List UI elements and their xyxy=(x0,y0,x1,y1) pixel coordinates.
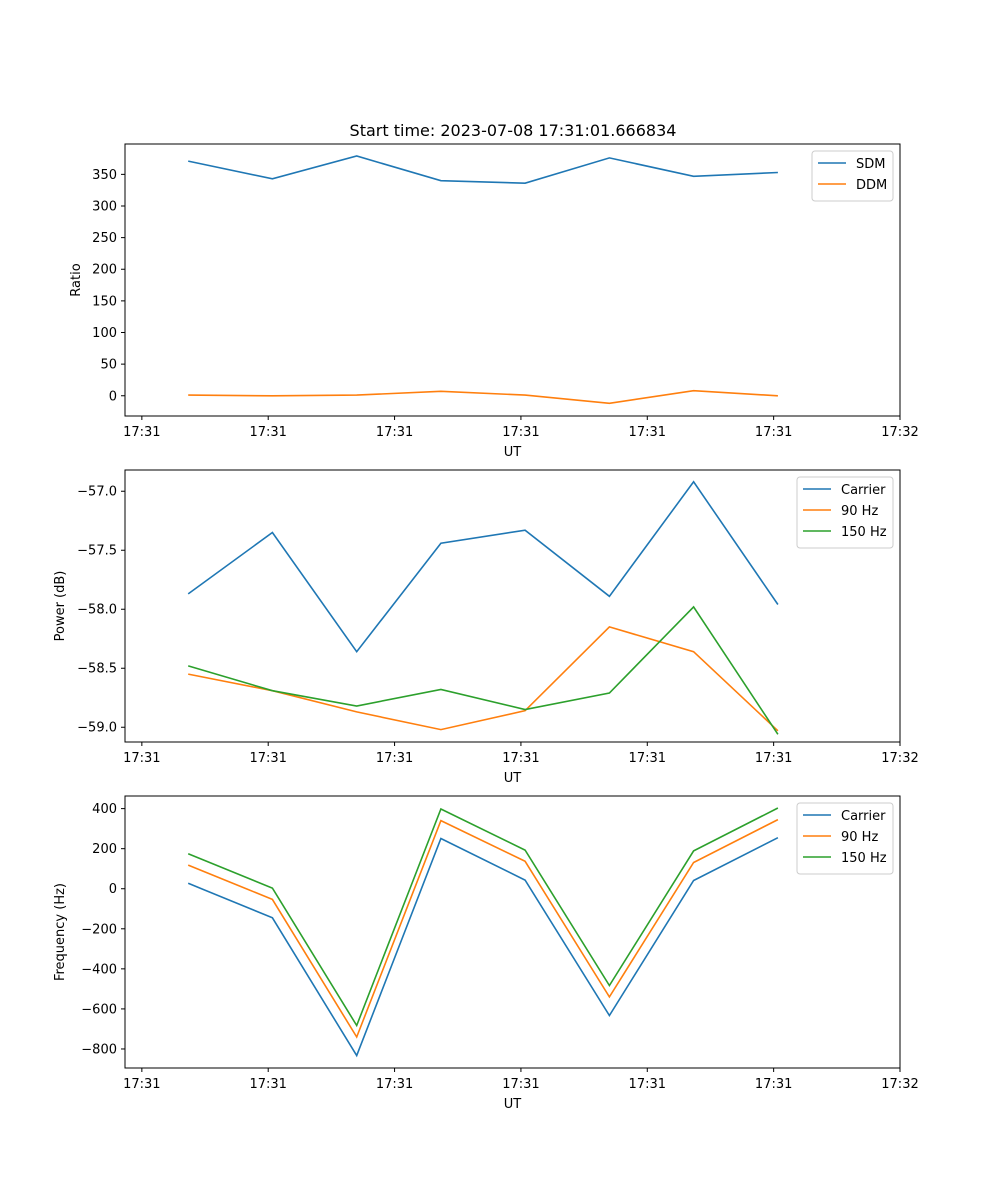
x-axis-label: UT xyxy=(504,771,522,786)
panel-frequency: 17:31 17:31 17:31 17:31 17:31 17:31 17:32 −800 −… xyxy=(53,795,919,1112)
axes-frame xyxy=(124,469,901,743)
figure-title: Start time: 2023-07-08 17:31:01.666834 xyxy=(350,121,677,140)
x-tick-label: 17:31 xyxy=(249,425,286,440)
y-tick-label: 300 xyxy=(92,199,117,214)
y-axis-label: Power (dB) xyxy=(53,571,68,642)
y-tick-label: −800 xyxy=(81,1042,117,1057)
panel-ratio: 17:31 17:31 17:31 17:31 17:31 17:31 17:32 0 50 10… xyxy=(69,143,919,460)
y-tick-label: −57.0 xyxy=(77,485,117,500)
series-line-150-hz xyxy=(187,807,779,1028)
x-tick-label: 17:31 xyxy=(502,751,539,766)
legend-label: DDM xyxy=(856,178,887,193)
y-tick-label: −200 xyxy=(81,922,117,937)
legend-label: 150 Hz xyxy=(841,525,887,540)
y-tick-label: 0 xyxy=(109,882,117,897)
y-tick-label: −58.0 xyxy=(77,603,117,618)
x-tick-label: 17:31 xyxy=(249,1077,286,1092)
x-tick-label: 17:31 xyxy=(376,751,413,766)
y-tick-label: −59.0 xyxy=(77,721,117,736)
legend-label: 150 Hz xyxy=(841,851,887,866)
x-tick-label: 17:31 xyxy=(376,425,413,440)
legend-label: Carrier xyxy=(841,809,886,824)
y-tick-label: 100 xyxy=(92,326,117,341)
x-tick-label: 17:31 xyxy=(755,425,792,440)
x-tick-label: 17:32 xyxy=(881,425,918,440)
x-tick-label: 17:31 xyxy=(123,751,160,766)
y-tick-label: 400 xyxy=(92,802,117,817)
x-tick-label: 17:31 xyxy=(755,1077,792,1092)
y-tick-label: 250 xyxy=(92,231,117,246)
x-tick-label: 17:31 xyxy=(249,751,286,766)
series-line-carrier xyxy=(187,480,779,654)
x-tick-label: 17:31 xyxy=(629,425,666,440)
y-tick-label: 200 xyxy=(92,263,117,278)
x-axis-label: UT xyxy=(504,1097,522,1112)
series-line-90-hz xyxy=(187,818,779,1039)
x-tick-label: 17:32 xyxy=(881,1077,918,1092)
series-line-90-hz xyxy=(188,625,779,732)
x-axis-label: UT xyxy=(504,445,522,460)
x-tick-label: 17:31 xyxy=(502,1077,539,1092)
y-tick-label: −58.5 xyxy=(77,662,117,677)
x-tick-label: 17:31 xyxy=(629,751,666,766)
axes-frame xyxy=(124,795,901,1069)
axes-frame xyxy=(124,143,901,417)
x-tick-label: 17:31 xyxy=(502,425,539,440)
y-tick-label: −400 xyxy=(81,962,117,977)
y-tick-label: −57.5 xyxy=(77,544,117,559)
y-tick-label: 50 xyxy=(100,358,117,373)
x-tick-label: 17:31 xyxy=(376,1077,413,1092)
legend-label: SDM xyxy=(856,157,885,172)
y-axis-label: Ratio xyxy=(69,263,84,296)
series-line-ddm xyxy=(188,389,778,405)
y-tick-label: −600 xyxy=(81,1002,117,1017)
y-tick-label: 350 xyxy=(92,168,117,183)
x-tick-label: 17:31 xyxy=(629,1077,666,1092)
legend-label: 90 Hz xyxy=(841,504,878,519)
y-axis-label: Frequency (Hz) xyxy=(53,883,68,981)
x-tick-label: 17:32 xyxy=(881,751,918,766)
y-tick-label: 0 xyxy=(109,389,117,404)
legend-label: Carrier xyxy=(841,483,886,498)
x-tick-label: 17:31 xyxy=(123,1077,160,1092)
series-line-carrier xyxy=(187,836,779,1058)
y-tick-label: 200 xyxy=(92,842,117,857)
panel-power: 17:31 17:31 17:31 17:31 17:31 17:31 17:32 −59.0… xyxy=(53,469,919,786)
legend-label: 90 Hz xyxy=(841,830,878,845)
series-line-sdm xyxy=(188,155,778,185)
series-line-150-hz xyxy=(187,605,779,735)
y-tick-label: 150 xyxy=(92,294,117,309)
x-tick-label: 17:31 xyxy=(123,425,160,440)
x-tick-label: 17:31 xyxy=(755,751,792,766)
